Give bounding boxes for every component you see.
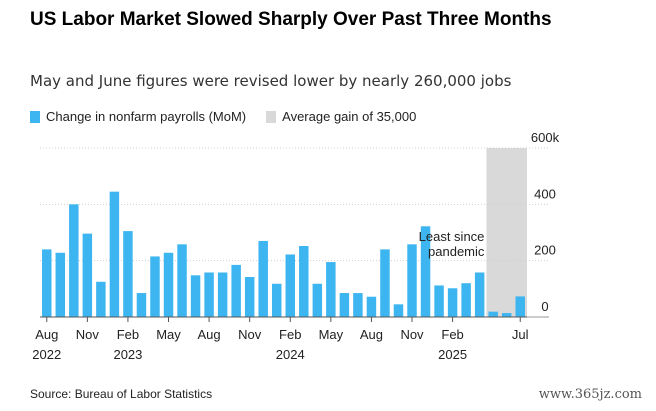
- x-year-label-6: 2024: [276, 347, 305, 362]
- chart-title: US Labor Market Slowed Sharply Over Past…: [30, 9, 552, 30]
- legend-swatch-shade: [266, 110, 277, 123]
- bar-2023-07: [190, 275, 201, 317]
- x-tick-label-5: Nov: [238, 327, 262, 342]
- bar-2024-03: [299, 246, 309, 317]
- watermark: www.365jz.com: [538, 387, 642, 402]
- bar-2023-02: [123, 231, 133, 317]
- x-tick-label-3: May: [156, 327, 181, 342]
- bar-2023-05: [163, 252, 174, 317]
- y-tick-label-3: 600k: [531, 130, 560, 145]
- bar-2024-04: [312, 283, 323, 317]
- bar-2024-09: [380, 249, 390, 317]
- x-tick-label-0: Aug: [35, 327, 58, 342]
- bar-2023-01: [109, 191, 120, 317]
- bar-2025-04: [474, 272, 485, 317]
- x-tick-label-10: Feb: [441, 327, 463, 342]
- bar-2022-11: [82, 233, 93, 317]
- bar-2024-07: [353, 293, 363, 317]
- bar-2022-12: [96, 281, 106, 317]
- annotation-line-0: Least since: [419, 229, 485, 244]
- legend-swatch-bars: [30, 110, 40, 123]
- bar-2023-09: [217, 272, 228, 317]
- bar-2024-11: [407, 244, 417, 317]
- bar-2022-10: [69, 204, 79, 317]
- bar-2023-08: [204, 272, 214, 317]
- bar-2025-05: [488, 311, 498, 317]
- source-note: Source: Bureau of Labor Statistics: [30, 387, 213, 401]
- x-year-label-0: 2022: [32, 347, 61, 362]
- x-tick-label-2: Feb: [117, 327, 139, 342]
- legend-label-bars: Change in nonfarm payrolls (MoM): [46, 109, 247, 124]
- bar-2025-07: [515, 296, 525, 317]
- x-tick-label-8: Aug: [360, 327, 383, 342]
- legend-item-shade: Average gain of 35,000: [266, 109, 416, 124]
- bar-2022-08: [42, 249, 52, 317]
- legend-item-bars: Change in nonfarm payrolls (MoM): [30, 109, 246, 124]
- x-tick-label-11: Jul: [512, 327, 529, 342]
- bar-2024-10: [393, 304, 404, 317]
- bar-2024-06: [339, 293, 350, 317]
- bar-2022-09: [55, 252, 66, 317]
- y-tick-label-1: 200: [534, 243, 556, 258]
- bar-2024-02: [285, 254, 295, 317]
- bar-2024-08: [366, 296, 377, 317]
- bar-2023-10: [231, 264, 241, 317]
- bar-2025-02: [447, 288, 458, 317]
- bar-2025-03: [461, 283, 471, 317]
- legend-label-shade: Average gain of 35,000: [282, 109, 417, 124]
- bar-2023-11: [244, 277, 255, 317]
- bar-2023-06: [177, 244, 187, 317]
- bar-2025-01: [434, 285, 444, 317]
- x-year-label-2: 2023: [113, 347, 142, 362]
- x-tick-label-7: May: [319, 327, 344, 342]
- annotation-line-1: pandemic: [428, 244, 485, 259]
- shaded-region: [486, 148, 527, 317]
- x-tick-label-9: Nov: [400, 327, 424, 342]
- y-tick-label-2: 400: [534, 186, 556, 201]
- bar-2023-03: [136, 293, 147, 317]
- chart-subtitle: May and June figures were revised lower …: [30, 72, 512, 90]
- bar-2024-12: [420, 226, 431, 317]
- x-year-label-10: 2025: [438, 347, 467, 362]
- bar-2024-01: [272, 283, 282, 317]
- bar-2024-05: [326, 262, 336, 317]
- y-tick-label-0: 0: [541, 299, 548, 314]
- x-tick-label-1: Nov: [76, 327, 100, 342]
- bar-2023-12: [258, 240, 268, 317]
- bar-2023-04: [150, 256, 160, 317]
- bar-2025-06: [501, 313, 512, 317]
- x-tick-label-6: Feb: [279, 327, 301, 342]
- x-tick-label-4: Aug: [198, 327, 221, 342]
- legend: Change in nonfarm payrolls (MoM) Average…: [30, 109, 436, 124]
